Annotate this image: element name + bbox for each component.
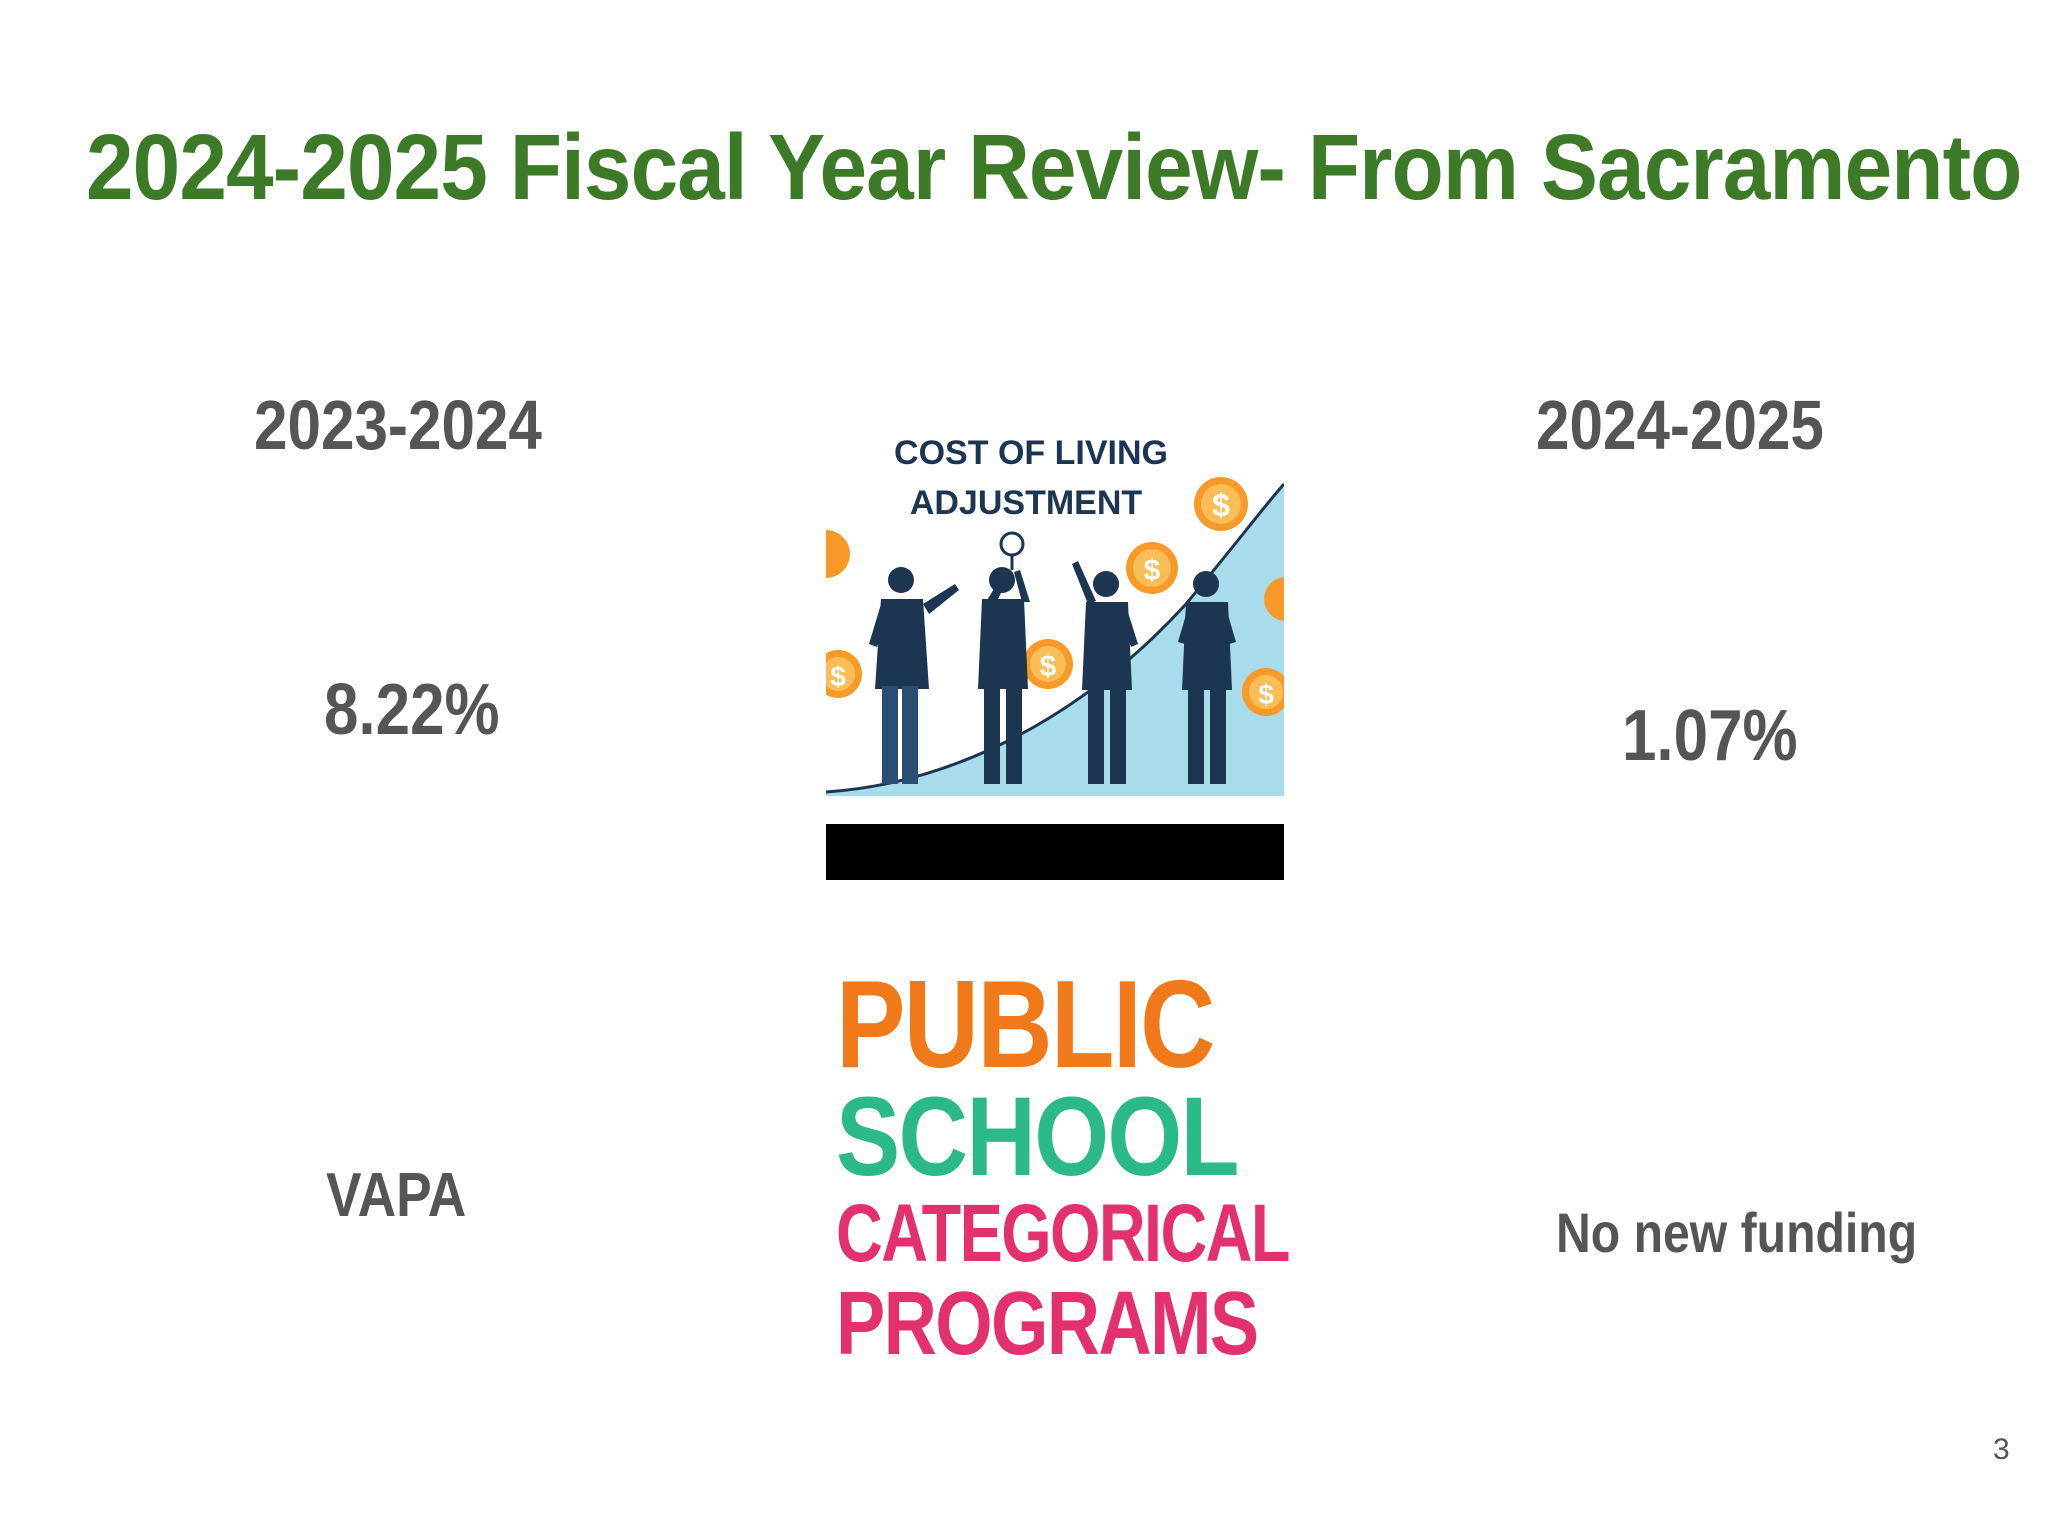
- coin-icon: $: [1242, 668, 1284, 716]
- cost-of-living-illustration: COST OF LIVING ADJUSTMENT $ $ $ $ $: [826, 424, 1284, 880]
- svg-text:$: $: [1144, 554, 1161, 587]
- year-right: 2024-2025: [1536, 386, 1824, 464]
- cola-image-line1: COST OF LIVING: [894, 434, 1168, 472]
- logo-line-programs: PROGRAMS: [836, 1274, 1259, 1374]
- svg-text:$: $: [830, 661, 846, 692]
- svg-text:$: $: [1040, 650, 1057, 683]
- page-number: 3: [1993, 1433, 2010, 1466]
- slide-title: 2024-2025 Fiscal Year Review- From Sacra…: [86, 115, 2022, 219]
- public-school-categorical-programs-logo: PUBLIC SCHOOL CATEGORICAL PROGRAMS: [836, 956, 1290, 1380]
- year-left: 2023-2024: [254, 386, 542, 464]
- svg-text:$: $: [1212, 487, 1230, 523]
- svg-text:$: $: [1258, 679, 1274, 710]
- logo-line-school: SCHOOL: [836, 1074, 1239, 1199]
- coin-icon: $: [1194, 477, 1248, 531]
- coin-icon: $: [826, 650, 862, 698]
- cola-value-right: 1.07%: [1622, 696, 1798, 776]
- coin-icon: [1264, 577, 1284, 621]
- logo-line-public: PUBLIC: [836, 956, 1215, 1094]
- coin-icon: $: [1126, 542, 1178, 594]
- coin-icon: [826, 530, 850, 578]
- people-illustration: [869, 561, 1236, 784]
- cola-image-line2: ADJUSTMENT: [910, 484, 1143, 522]
- categorical-value-left: VAPA: [326, 1161, 467, 1230]
- categorical-value-right: No new funding: [1556, 1201, 1918, 1264]
- logo-line-categorical: CATEGORICAL: [836, 1188, 1290, 1279]
- coin-icon: $: [1023, 639, 1073, 689]
- cola-value-left: 8.22%: [324, 670, 500, 750]
